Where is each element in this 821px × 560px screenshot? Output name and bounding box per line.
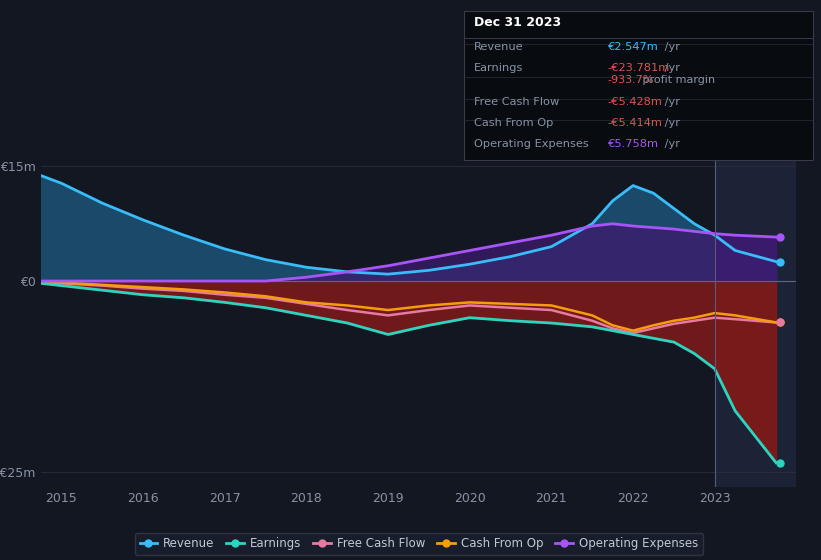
Text: Revenue: Revenue (474, 42, 523, 52)
Text: -933.7%: -933.7% (608, 75, 654, 85)
Text: /yr: /yr (661, 118, 680, 128)
Bar (715, 151, 796, 487)
Text: Free Cash Flow: Free Cash Flow (474, 96, 559, 106)
Text: /yr: /yr (661, 139, 680, 150)
Text: Operating Expenses: Operating Expenses (474, 139, 589, 150)
Text: Cash From Op: Cash From Op (474, 118, 553, 128)
Text: -€5.414m: -€5.414m (608, 118, 663, 128)
Text: /yr: /yr (661, 96, 680, 106)
Text: Dec 31 2023: Dec 31 2023 (474, 16, 561, 29)
Text: profit margin: profit margin (639, 75, 715, 85)
Legend: Revenue, Earnings, Free Cash Flow, Cash From Op, Operating Expenses: Revenue, Earnings, Free Cash Flow, Cash … (135, 533, 703, 555)
Text: €5.758m: €5.758m (608, 139, 658, 150)
Text: Earnings: Earnings (474, 63, 523, 73)
Text: -€23.781m: -€23.781m (608, 63, 670, 73)
Text: /yr: /yr (661, 42, 680, 52)
Text: €2.547m: €2.547m (608, 42, 658, 52)
Text: /yr: /yr (661, 63, 680, 73)
Text: -€5.428m: -€5.428m (608, 96, 663, 106)
